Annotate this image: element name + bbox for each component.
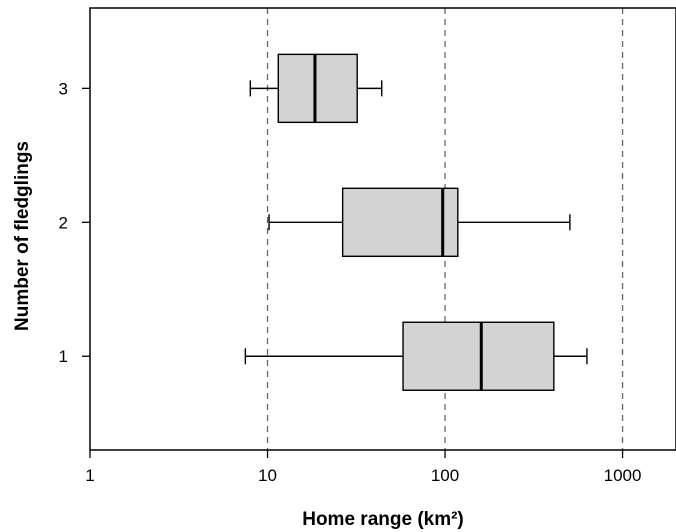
x-tick-label: 1000 <box>604 466 642 485</box>
y-axis-title: Number of fledglings <box>12 141 33 331</box>
box-1 <box>244 321 588 391</box>
box-iqr <box>277 53 358 124</box>
box-iqr <box>341 187 459 258</box>
box-2 <box>268 187 571 258</box>
x-axis-title: Home range (km²) <box>302 509 464 530</box>
x-tick-label: 1 <box>85 466 94 485</box>
y-tick-label: 1 <box>59 347 68 366</box>
box-iqr <box>402 321 555 391</box>
plot-frame <box>89 7 676 451</box>
boxes <box>244 53 588 391</box>
x-tick-label: 10 <box>258 466 277 485</box>
y-axis: 1 2 3 <box>59 79 90 366</box>
y-tick-label: 2 <box>59 213 68 232</box>
x-tick-label: 100 <box>431 466 459 485</box>
y-tick-label: 3 <box>59 79 68 98</box>
box-3 <box>249 53 383 124</box>
x-axis: 1 10 100 1000 <box>85 450 641 485</box>
